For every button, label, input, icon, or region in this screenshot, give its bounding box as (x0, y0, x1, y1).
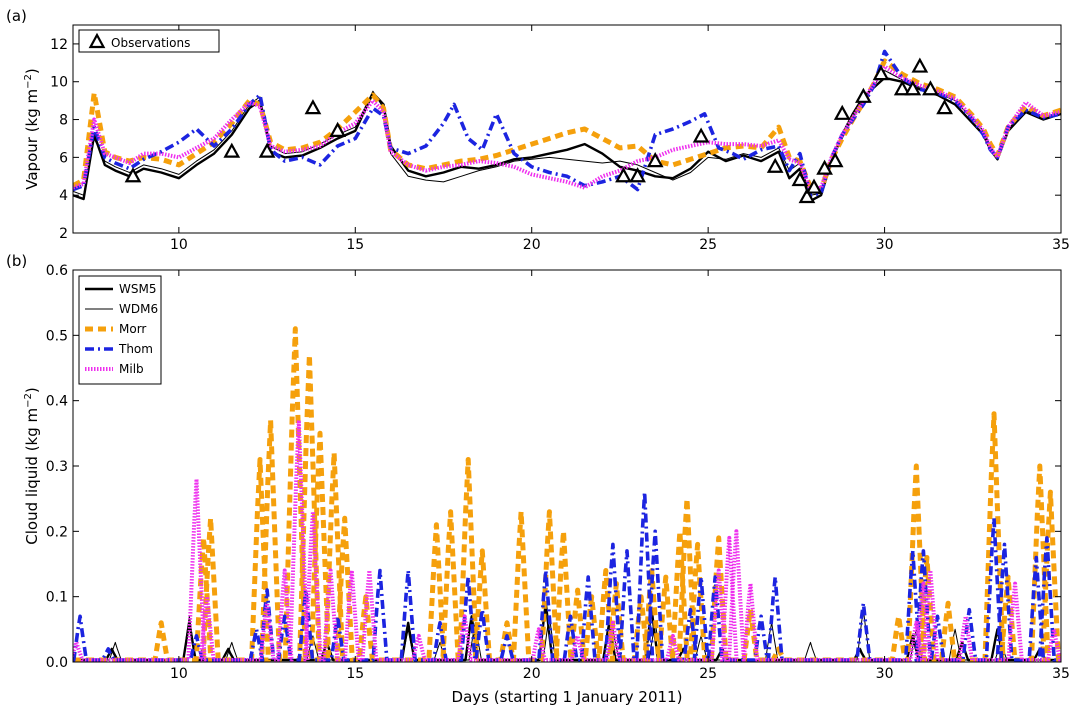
legend-marker-observations (88, 32, 106, 49)
x-tick-label: 20 (523, 237, 541, 253)
observation-marker (798, 187, 816, 204)
plot-area-1 (73, 326, 1061, 662)
observation-marker (615, 167, 632, 183)
x-tick-label: 20 (523, 666, 541, 682)
series-line-wdm6 (73, 69, 1061, 196)
observation-marker (766, 157, 784, 173)
series-line-thom (73, 49, 1061, 197)
y-tick-label: 10 (50, 75, 68, 91)
y-tick-label: 12 (50, 37, 68, 53)
legend-label: Observations (111, 36, 190, 50)
y-tick-label: 0.4 (46, 394, 68, 410)
legend-label: WSM5 (119, 282, 156, 296)
observation-marker (629, 167, 646, 183)
observation-marker (791, 170, 809, 187)
x-tick-label: 30 (876, 237, 894, 253)
series-line-milb (73, 418, 1061, 662)
legend-label: WDM6 (119, 302, 158, 316)
y-tick-label: 0.1 (46, 590, 68, 606)
y-axis-label: Vapour (kg m−2) (23, 68, 41, 189)
x-tick-label: 10 (170, 666, 188, 682)
legend-label: Morr (119, 322, 146, 336)
observation-marker (816, 159, 833, 175)
x-tick-label: 10 (170, 237, 188, 253)
observation-marker (646, 152, 664, 168)
x-tick-label: 15 (346, 666, 364, 682)
plot-area-0 (73, 49, 1061, 203)
x-tick-label: 35 (1052, 666, 1070, 682)
panel-label: (a) (6, 7, 27, 25)
legend: WSM5 WDM6 Morr Thom Milb (78, 275, 162, 385)
observation-marker (872, 65, 890, 81)
x-tick-label: 35 (1052, 237, 1070, 253)
axes-frame (72, 24, 1062, 234)
observation-marker (911, 57, 929, 73)
legend: Observations (78, 29, 220, 53)
y-tick-label: 0.0 (46, 655, 68, 671)
y-tick-label: 2 (59, 226, 68, 242)
observation-marker (922, 80, 939, 96)
y-tick-label: 0.6 (46, 263, 68, 279)
x-tick-label: 30 (876, 666, 894, 682)
y-axis-label: Cloud liquid (kg m−2) (23, 387, 41, 544)
x-tick-label: 25 (699, 237, 717, 253)
y-tick-label: 0.5 (46, 328, 68, 344)
observation-marker (258, 142, 276, 158)
series-line-morr (73, 58, 1061, 192)
legend-label: Thom (118, 342, 153, 356)
observation-marker (855, 87, 872, 103)
series-line-morr (73, 326, 1061, 662)
observation-marker (329, 121, 347, 137)
observation-marker (304, 99, 322, 115)
x-tick-label: 15 (346, 237, 364, 253)
panel-a: 10 15 20 25 30 35 2 4 6 8 10 12 (a) Vapour (kg m−2) Ob… (6, 7, 1070, 253)
observation-marker (936, 99, 953, 115)
x-axis-label: Days (starting 1 January 2011) (452, 688, 683, 706)
observation-marker (805, 178, 823, 194)
observation-marker (124, 167, 142, 183)
observation-marker (826, 152, 844, 168)
y-tick-label: 4 (59, 188, 68, 204)
y-tick-label: 8 (59, 113, 68, 129)
x-tick-label: 25 (699, 666, 717, 682)
panel-b: 10 15 20 25 30 35 0.0 0.1 0.2 0.3 0.4 0.5 0.6 (b) Clou… (6, 252, 1070, 706)
observation-marker (904, 80, 922, 96)
panel-label: (b) (6, 252, 27, 270)
observation-marker (893, 80, 911, 96)
observation-marker (833, 104, 851, 120)
observation-marker (223, 142, 241, 158)
observation-marker (692, 127, 710, 143)
y-tick-label: 0.3 (46, 459, 68, 475)
y-tick-label: 6 (59, 150, 68, 166)
legend-label: Milb (119, 362, 144, 376)
y-tick-label: 0.2 (46, 524, 68, 540)
